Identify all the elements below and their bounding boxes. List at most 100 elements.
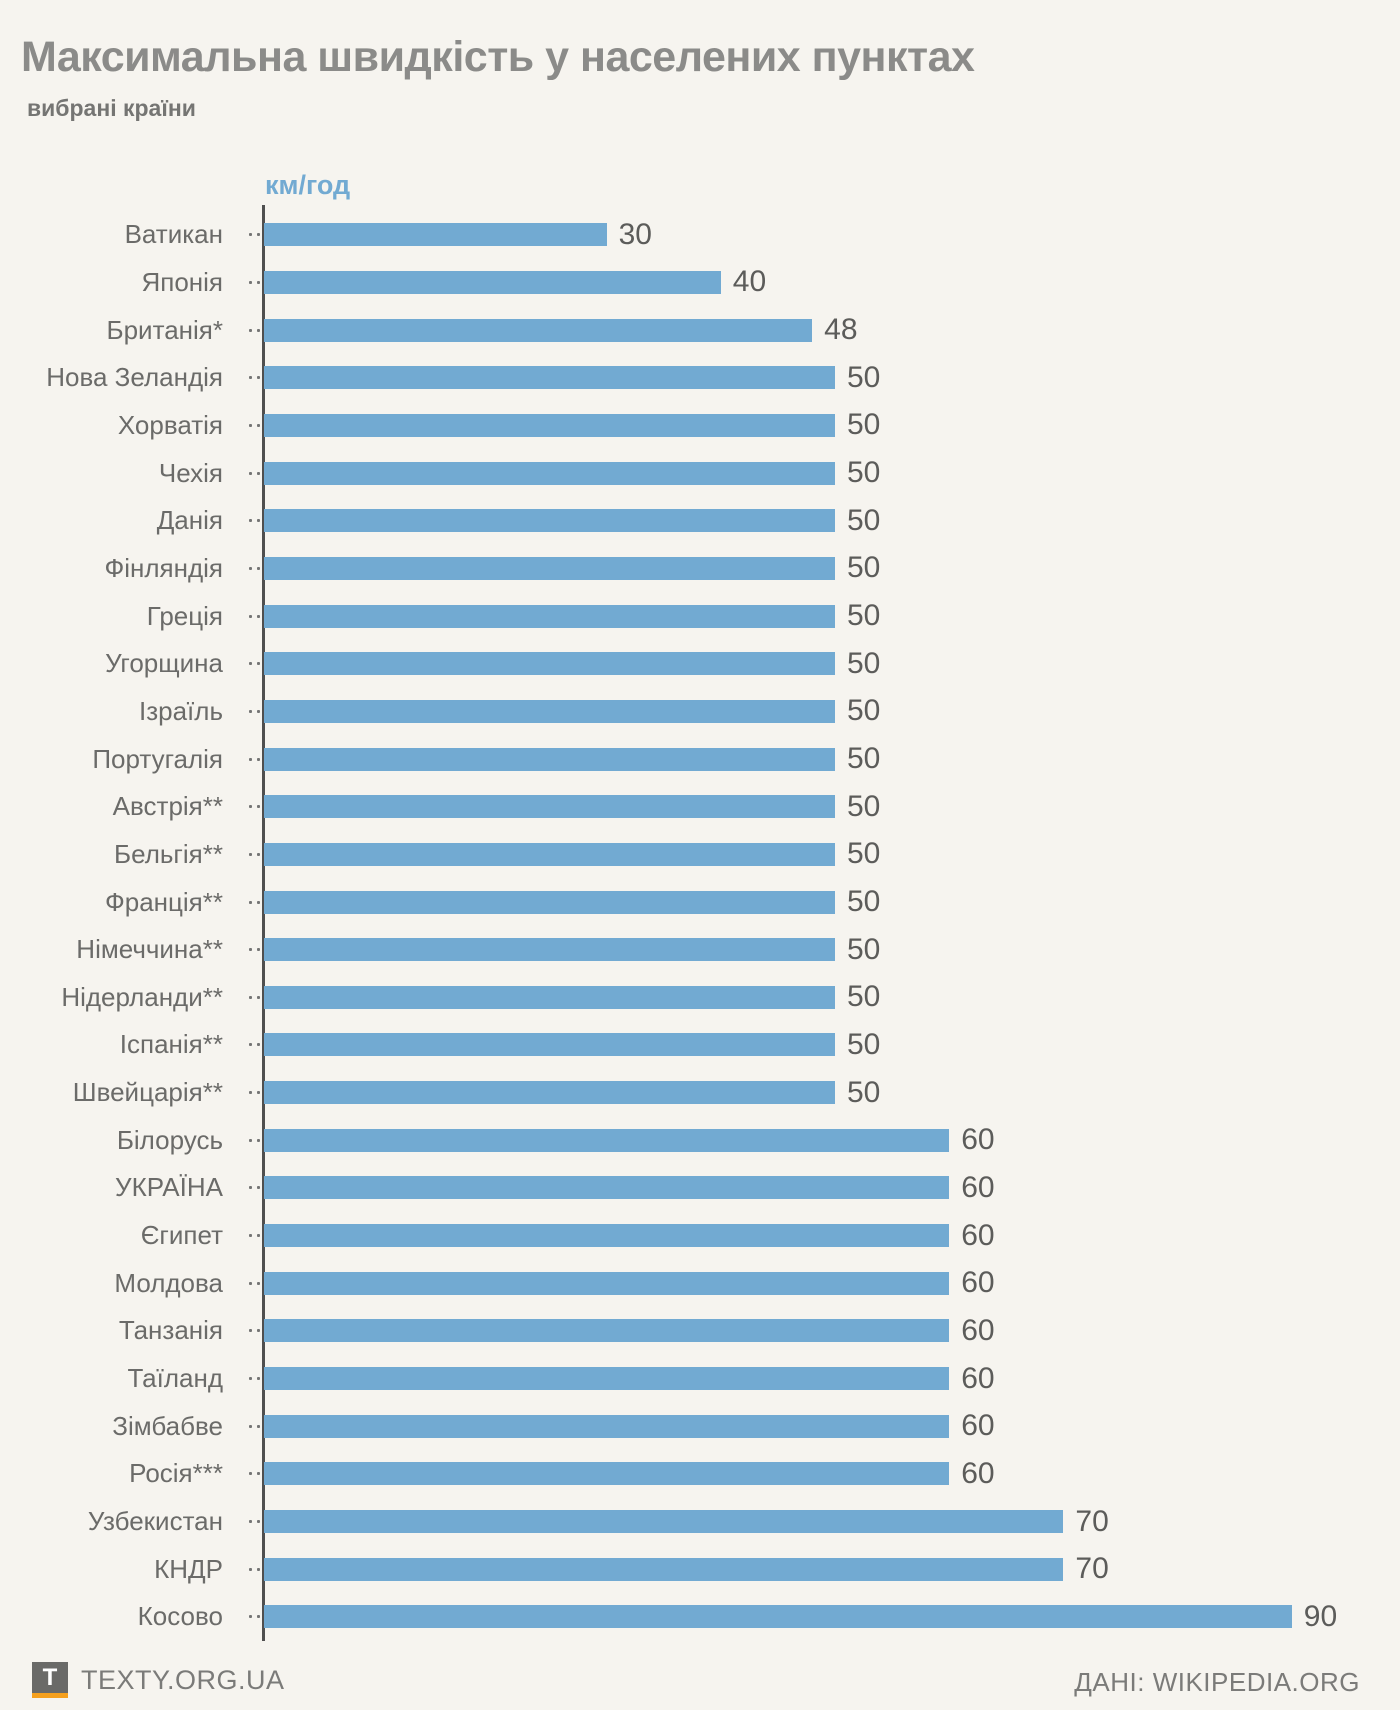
country-label: Чехія	[158, 457, 223, 488]
bar-value-label: 60	[961, 1123, 995, 1157]
bar	[264, 1128, 950, 1152]
tick-dot	[257, 233, 260, 237]
tick-dot	[249, 852, 252, 856]
tick-dots	[223, 852, 264, 856]
country-label: Танзанія	[118, 1315, 223, 1346]
tick-dot	[249, 1520, 252, 1524]
tick-dot	[249, 328, 252, 332]
bar-value-label: 30	[618, 217, 652, 251]
bar-row: Нідерланди** 50	[0, 974, 1400, 1022]
bar-value-label: 50	[847, 885, 881, 919]
bar-row: Танзанія 60	[0, 1307, 1400, 1355]
country-label: Ватикан	[124, 219, 223, 250]
bar-value-label: 50	[847, 694, 881, 728]
country-label: Косово	[137, 1601, 223, 1632]
country-label: Фінляндія	[104, 552, 223, 583]
tick-dot	[249, 1138, 252, 1142]
country-label: Зімбабве	[112, 1410, 223, 1441]
bar-row: Таїланд 60	[0, 1355, 1400, 1403]
tick-dot	[257, 1329, 260, 1333]
country-label: Іспанія**	[119, 1029, 223, 1060]
bar-value-label: 50	[847, 646, 881, 680]
tick-dot	[249, 1329, 252, 1333]
country-label: Узбекистан	[87, 1506, 223, 1537]
bar-row: Ватикан 30	[0, 211, 1400, 259]
tick-dot	[249, 1091, 252, 1095]
bar-value-label: 50	[847, 599, 881, 633]
country-label: Швейцарія**	[72, 1077, 223, 1108]
bar	[264, 938, 835, 962]
bar-value-label: 50	[847, 360, 881, 394]
country-label: Греція	[146, 600, 223, 631]
bar	[264, 1033, 835, 1057]
bar	[264, 1271, 950, 1295]
bar-value-label: 60	[961, 1409, 995, 1443]
tick-dot	[257, 1234, 260, 1238]
tick-dot	[249, 423, 252, 427]
tick-dot	[249, 1567, 252, 1571]
tick-dots	[223, 1520, 264, 1524]
tick-dot	[249, 1472, 252, 1476]
page-subtitle: вибрані країни	[27, 95, 196, 121]
bar-row: Бельгія** 50	[0, 831, 1400, 879]
bar-row: Фінляндія 50	[0, 545, 1400, 593]
tick-dots	[223, 519, 264, 523]
bar-value-label: 50	[847, 932, 881, 966]
bar	[264, 747, 835, 771]
tick-dot	[249, 1043, 252, 1047]
bar-row: Молдова 60	[0, 1259, 1400, 1307]
tick-dots	[223, 1138, 264, 1142]
bar-row: КНДР 70	[0, 1545, 1400, 1593]
bar	[264, 1319, 950, 1343]
country-label: Австрія**	[112, 791, 223, 822]
bar-row: Хорватія 50	[0, 402, 1400, 450]
brand-name: TEXTY.ORG.UA	[81, 1664, 285, 1695]
tick-dot	[249, 900, 252, 904]
tick-dot	[257, 519, 260, 523]
tick-dots	[223, 376, 264, 380]
bar	[264, 795, 835, 819]
tick-dots	[223, 233, 264, 237]
tick-dot	[257, 614, 260, 618]
tick-dot	[257, 328, 260, 332]
tick-dot	[257, 948, 260, 952]
tick-dot	[257, 1567, 260, 1571]
tick-dot	[257, 1615, 260, 1619]
country-label: Росія***	[129, 1458, 223, 1489]
country-label: Нідерланди**	[61, 981, 223, 1012]
bar	[264, 556, 835, 580]
bar-value-label: 40	[732, 265, 767, 299]
bar-row: Німеччина** 50	[0, 926, 1400, 974]
bar-value-label: 60	[961, 1313, 995, 1347]
tick-dot	[249, 471, 252, 475]
country-label: Угорщина	[105, 648, 223, 679]
tick-dot	[257, 566, 260, 570]
bar	[264, 1510, 1064, 1534]
texty-brand: T TEXTY.ORG.UA	[32, 1662, 285, 1698]
bar	[264, 604, 835, 628]
bar-row: Австрія** 50	[0, 783, 1400, 831]
country-label: Данія	[156, 505, 223, 536]
bar-value-label: 90	[1303, 1599, 1338, 1633]
bar-value-label: 70	[1075, 1504, 1109, 1538]
tick-dot	[257, 757, 260, 761]
tick-dots	[223, 1377, 264, 1381]
footer: T TEXTY.ORG.UA ДАНІ: WIKIPEDIA.ORG	[0, 1655, 1400, 1710]
bar	[264, 699, 835, 723]
tick-dots	[223, 1424, 264, 1428]
tick-dots	[223, 1043, 264, 1047]
tick-dot	[249, 995, 252, 999]
tick-dots	[223, 1091, 264, 1095]
tick-dot	[257, 1043, 260, 1047]
tick-dot	[257, 900, 260, 904]
tick-dots	[223, 566, 264, 570]
tick-dot	[257, 709, 260, 713]
country-label: КНДР	[154, 1553, 223, 1584]
country-label: Португалія	[92, 743, 223, 774]
bar	[264, 461, 835, 485]
bar-row: Нова Зеландія 50	[0, 354, 1400, 402]
bar-value-label: 60	[961, 1218, 995, 1252]
tick-dot	[257, 995, 260, 999]
bar-rows: Ватикан 30 Японія 40 Британія* 48 Нова Зеланді…	[0, 211, 1400, 1641]
